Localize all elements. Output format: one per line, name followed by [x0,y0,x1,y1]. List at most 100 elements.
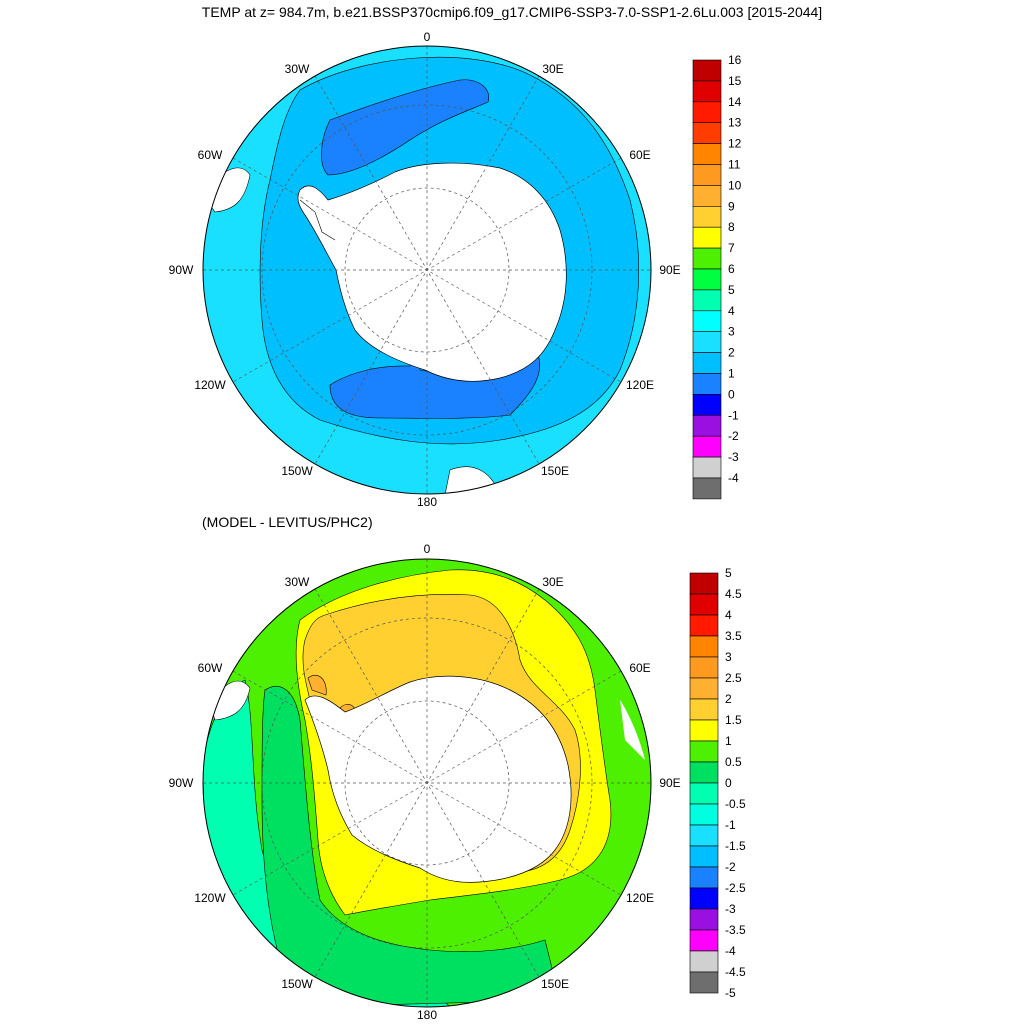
colorbar-label: -4.5 [725,965,746,979]
lon-label-30w: 30W [285,62,310,76]
colorbar-swatch [689,761,719,784]
colorbar-label: 7 [728,241,735,255]
colorbar-swatch [689,719,719,742]
colorbar-swatch [692,80,722,103]
colorbar-label: -1 [725,818,736,832]
lon-label-180: 180 [417,495,437,509]
colorbar-label: -3 [728,450,739,464]
colorbar-label: 6 [728,262,735,276]
colorbar-swatch [692,456,722,479]
colorbar-label: 2.5 [725,671,742,685]
colorbar-label: 2 [725,692,732,706]
colorbar-label: 5 [728,283,735,297]
colorbar-label: -2.5 [725,881,746,895]
colorbar-swatch [692,310,722,332]
colorbar-label: -3.5 [725,923,746,937]
colorbar-label: -2 [728,429,739,443]
colorbar-label: 15 [728,74,742,88]
colorbar-label: 2 [728,346,735,360]
lon-label-30e: 30E [542,575,563,589]
colorbar-label: -0.5 [725,797,746,811]
colorbar-label: 0.5 [725,755,742,769]
colorbar-label: 11 [728,158,741,172]
top-map [203,46,651,494]
lon-label-120w: 120W [194,891,226,905]
colorbar-label: -2 [725,860,736,874]
colorbar-swatch [692,394,722,416]
colorbar-swatch [689,824,719,847]
colorbar-swatch [692,206,722,228]
colorbar-swatch [689,803,719,826]
colorbar-label: 10 [728,178,742,192]
lon-label-120e: 120E [626,378,654,392]
colorbar-swatch [692,185,722,207]
lon-label-60e: 60E [629,661,650,675]
lon-label-90w: 90W [169,776,194,790]
lon-label-90w: 90W [169,263,194,277]
colorbar-swatch [692,226,722,249]
colorbar-label: -3 [725,902,736,916]
lon-label-30e: 30E [542,62,563,76]
colorbar-swatch [692,268,722,291]
lon-label-60e: 60E [629,148,650,162]
bottom-antarctica [304,675,572,883]
colorbar-swatch [689,929,719,952]
colorbar-label: 3 [725,650,732,664]
colorbar-swatch [689,950,719,973]
bottom-band-0to05 [261,685,561,1007]
colorbar-label: -1.5 [725,839,746,853]
colorbar-swatch [692,414,722,437]
colorbar-label: 1 [728,367,735,381]
colorbar-swatch [692,143,722,165]
colorbar-swatch [689,572,719,595]
colorbar-swatch [689,971,719,994]
colorbar-swatch [689,782,719,805]
colorbar-label: 0 [728,387,735,401]
lon-label-150e: 150E [541,464,569,478]
colorbar-swatch [689,698,719,721]
colorbar-label: 0 [725,776,732,790]
colorbar-label: 13 [728,116,742,130]
colorbar-swatch [689,635,719,658]
colorbar-swatch [692,59,722,82]
colorbar-swatch [689,887,719,910]
colorbar-label: 5 [725,566,732,580]
colorbar-swatch [689,677,719,700]
colorbar-swatch [692,122,722,144]
colorbar-swatch [689,845,719,868]
lon-label-60w: 60W [198,148,223,162]
lon-label-150e: 150E [541,977,569,991]
colorbar-label: 3.5 [725,629,742,643]
colorbar-label: 1.5 [725,713,742,727]
colorbar-swatch [689,740,719,763]
colorbar-label: 9 [728,199,735,213]
colorbar-swatch [689,593,719,616]
lon-label-30w: 30W [285,575,310,589]
colorbar-swatch [689,866,719,889]
bottom-map [203,559,651,1007]
bottom-colorbar: 5 4.5 4 3.5 3 2.5 2 1.5 1 0.5 0 -0.5 -1 -1.5 -2 -2.5 -3 -… [689,566,746,1000]
colorbar-swatch [692,247,722,270]
colorbar-label: 1 [725,734,732,748]
top-cold-pool-north [321,79,490,176]
figure-title: TEMP at z= 984.7m, b.e21.BSSP370cmip6.f0… [201,4,823,20]
colorbar-label: 4 [728,304,735,318]
colorbar-swatch [692,164,722,186]
colorbar-swatch [692,101,722,124]
panel-subtitle: (MODEL - LEVITUS/PHC2) [202,514,373,530]
colorbar-label: 3 [728,325,735,339]
colorbar-label: 4.5 [725,587,742,601]
top-graticule [203,46,651,494]
colorbar-swatch [692,289,722,312]
lon-label-150w: 150W [281,977,313,991]
colorbar-swatch [692,373,722,395]
colorbar-swatch [692,352,722,374]
colorbar-label: -4 [725,944,736,958]
colorbar-swatch [689,656,719,679]
lon-label-90e: 90E [659,776,680,790]
colorbar-swatch [692,477,722,500]
lon-label-120e: 120E [626,891,654,905]
colorbar-swatch [689,908,719,931]
